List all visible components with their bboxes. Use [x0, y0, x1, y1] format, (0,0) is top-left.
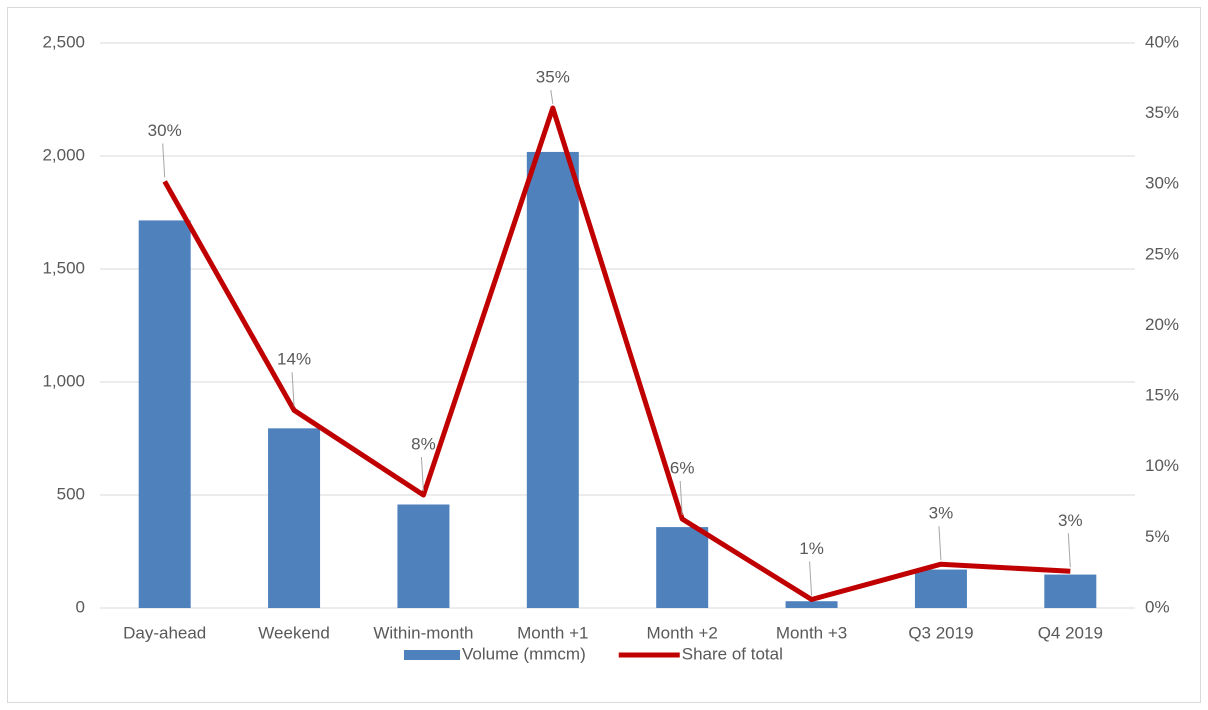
- legend-label: Share of total: [682, 644, 783, 663]
- bar: [785, 601, 838, 608]
- y-tick-label: 2,000: [42, 145, 85, 164]
- data-label: 3%: [1058, 511, 1083, 530]
- x-tick-label: Month +1: [517, 623, 588, 642]
- y-tick-label: 500: [57, 484, 85, 503]
- leader-line: [162, 143, 166, 178]
- leader-line: [420, 456, 424, 492]
- x-tick-label: Month +2: [647, 623, 718, 642]
- y-tick-label: 0: [76, 597, 85, 616]
- leader-line: [291, 372, 295, 407]
- y2-tick-label: 0%: [1145, 597, 1170, 616]
- y2-tick-label: 25%: [1145, 244, 1179, 263]
- x-tick-label: Within-month: [373, 623, 473, 642]
- x-tick-label: Q4 2019: [1038, 623, 1103, 642]
- legend-swatch: [404, 650, 460, 660]
- y-tick-label: 1,500: [42, 258, 85, 277]
- x-tick-label: Month +3: [776, 623, 847, 642]
- y2-tick-label: 10%: [1145, 456, 1179, 475]
- leader-line: [938, 526, 942, 561]
- bar: [656, 527, 709, 608]
- y2-tick-label: 35%: [1145, 103, 1179, 122]
- y-tick-label: 1,000: [42, 371, 85, 390]
- data-label: 35%: [536, 67, 570, 86]
- y2-tick-label: 30%: [1145, 174, 1179, 193]
- y2-tick-label: 5%: [1145, 527, 1170, 546]
- x-tick-label: Day-ahead: [123, 623, 206, 642]
- data-label: 14%: [277, 350, 311, 369]
- bar: [914, 569, 967, 608]
- data-label: 1%: [799, 539, 824, 558]
- leader-line: [809, 561, 813, 596]
- leader-line: [550, 89, 554, 105]
- x-tick-label: Q3 2019: [908, 623, 973, 642]
- y2-tick-label: 15%: [1145, 386, 1179, 405]
- leader-line: [679, 480, 683, 516]
- y2-tick-label: 20%: [1145, 315, 1179, 334]
- bar: [526, 151, 579, 608]
- x-tick-label: Weekend: [258, 623, 330, 642]
- legend-label: Volume (mmcm): [462, 644, 586, 663]
- data-label: 3%: [929, 504, 954, 523]
- bar: [1044, 574, 1097, 608]
- data-label: 30%: [148, 121, 182, 140]
- data-label: 6%: [670, 458, 695, 477]
- chart-frame: [7, 7, 1201, 703]
- y2-tick-label: 40%: [1145, 32, 1179, 51]
- bar: [397, 504, 450, 608]
- bar: [138, 220, 191, 608]
- bar: [268, 428, 321, 608]
- data-label: 8%: [411, 434, 436, 453]
- y-tick-label: 2,500: [42, 32, 85, 51]
- leader-line: [1067, 533, 1071, 568]
- line: [162, 105, 1071, 603]
